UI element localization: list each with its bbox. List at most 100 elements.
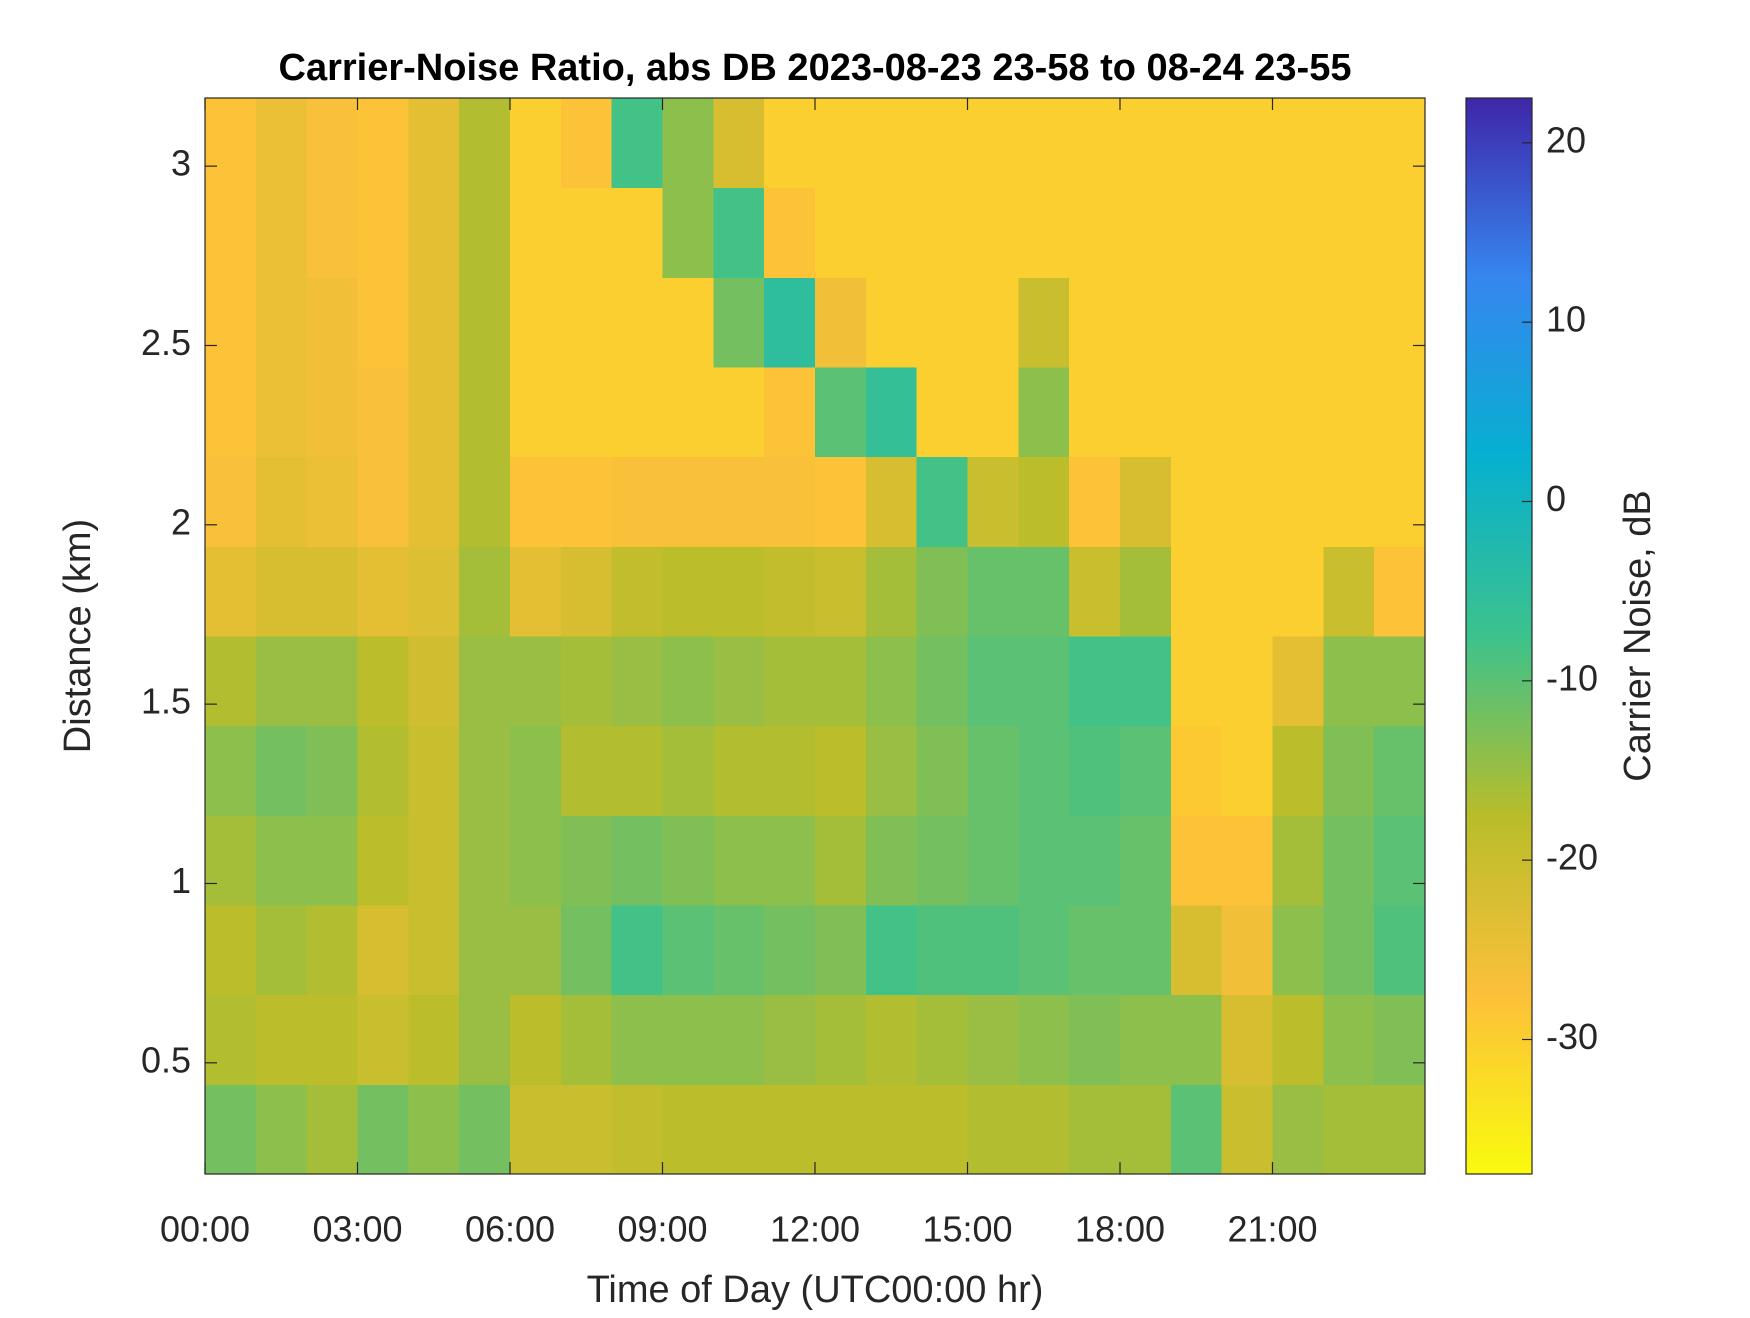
heatmap-cell bbox=[815, 98, 867, 189]
heatmap-cell bbox=[205, 277, 257, 368]
heatmap-cell bbox=[306, 1084, 358, 1175]
heatmap-cell bbox=[764, 994, 816, 1085]
heatmap-cell bbox=[357, 98, 409, 189]
heatmap-cell bbox=[560, 994, 613, 1085]
heatmap-cell bbox=[306, 994, 358, 1085]
heatmap-cell bbox=[815, 367, 867, 458]
heatmap-cell bbox=[611, 456, 663, 547]
heatmap-cell bbox=[1323, 905, 1375, 996]
heatmap-cell bbox=[1374, 815, 1426, 906]
heatmap-cell bbox=[1374, 187, 1426, 278]
heatmap-cell bbox=[611, 815, 663, 906]
heatmap-cell bbox=[459, 456, 511, 547]
heatmap-cell bbox=[1120, 187, 1172, 278]
y-tick-label: 2.5 bbox=[141, 322, 191, 363]
heatmap-cell bbox=[1170, 1084, 1223, 1175]
heatmap-cell bbox=[713, 994, 765, 1085]
heatmap-cell bbox=[1018, 277, 1070, 368]
heatmap-cell bbox=[459, 636, 511, 727]
heatmap-cell bbox=[459, 367, 511, 458]
heatmap-cell bbox=[1323, 994, 1375, 1085]
heatmap-cell bbox=[916, 994, 968, 1085]
heatmap-cell bbox=[510, 815, 562, 906]
heatmap-cell bbox=[560, 546, 613, 637]
heatmap-cell bbox=[408, 636, 460, 727]
heatmap-cell bbox=[510, 98, 562, 189]
x-tick-label: 00:00 bbox=[160, 1209, 250, 1250]
heatmap-cell bbox=[1018, 994, 1070, 1085]
heatmap-cell bbox=[1323, 456, 1375, 547]
heatmap-cell bbox=[357, 1084, 409, 1175]
colorbar-tick-label: 10 bbox=[1546, 299, 1586, 340]
heatmap-cell bbox=[916, 277, 968, 368]
heatmap-cell bbox=[560, 636, 613, 727]
heatmap-cell bbox=[408, 456, 460, 547]
heatmap-cell bbox=[1018, 636, 1070, 727]
heatmap-cell bbox=[815, 994, 867, 1085]
heatmap-cell bbox=[967, 905, 1019, 996]
heatmap-cell bbox=[1170, 725, 1223, 816]
heatmap-cell bbox=[967, 187, 1019, 278]
heatmap-cell bbox=[1018, 725, 1070, 816]
heatmap-cell bbox=[764, 1084, 816, 1175]
heatmap-cell bbox=[205, 187, 257, 278]
heatmap-cell bbox=[255, 367, 308, 458]
heatmap-cell bbox=[1221, 367, 1273, 458]
heatmap-cell bbox=[815, 456, 867, 547]
heatmap-cell bbox=[560, 456, 613, 547]
heatmap-cell bbox=[1374, 1084, 1426, 1175]
heatmap-cell bbox=[306, 98, 358, 189]
heatmap-cell bbox=[967, 456, 1019, 547]
heatmap-cell bbox=[611, 725, 663, 816]
x-tick-label: 03:00 bbox=[312, 1209, 402, 1250]
heatmap-cell bbox=[255, 636, 308, 727]
heatmap-cell bbox=[1170, 456, 1223, 547]
heatmap-cell bbox=[1120, 277, 1172, 368]
heatmap-cell bbox=[1374, 546, 1426, 637]
heatmap-cell bbox=[764, 725, 816, 816]
heatmap-cell bbox=[916, 98, 968, 189]
heatmap-cell bbox=[1170, 815, 1223, 906]
heatmap-cell bbox=[560, 815, 613, 906]
heatmap-cell bbox=[408, 98, 460, 189]
heatmap-cell bbox=[560, 187, 613, 278]
heatmap-cell bbox=[1221, 905, 1273, 996]
heatmap-cell bbox=[713, 456, 765, 547]
y-tick-label: 3 bbox=[171, 143, 191, 184]
heatmap-cell bbox=[1323, 277, 1375, 368]
heatmap-cell bbox=[916, 1084, 968, 1175]
heatmap-cell bbox=[306, 456, 358, 547]
heatmap-cell bbox=[764, 367, 816, 458]
heatmap-cell bbox=[916, 456, 968, 547]
colorbar-tick-label: 20 bbox=[1546, 119, 1586, 160]
heatmap-cell bbox=[1221, 1084, 1273, 1175]
y-tick-label: 1.5 bbox=[141, 681, 191, 722]
heatmap-cell bbox=[357, 815, 409, 906]
heatmap-cell bbox=[510, 367, 562, 458]
heatmap-cell bbox=[1272, 905, 1324, 996]
heatmap-cell bbox=[713, 367, 765, 458]
heatmap-cell bbox=[357, 905, 409, 996]
heatmap-cell bbox=[1018, 367, 1070, 458]
heatmap-cell bbox=[967, 367, 1019, 458]
heatmap-cell bbox=[1120, 994, 1172, 1085]
heatmap-cell bbox=[510, 636, 562, 727]
heatmap-cell bbox=[1221, 187, 1273, 278]
heatmap-cell bbox=[1221, 994, 1273, 1085]
x-tick-label: 06:00 bbox=[465, 1209, 555, 1250]
heatmap-cell bbox=[1323, 546, 1375, 637]
heatmap-cell bbox=[408, 905, 460, 996]
heatmap-cell bbox=[205, 994, 257, 1085]
heatmap-cell bbox=[306, 187, 358, 278]
heatmap-cell bbox=[1170, 187, 1223, 278]
chart-title: Carrier-Noise Ratio, abs DB 2023-08-23 2… bbox=[279, 47, 1352, 89]
heatmap-cell bbox=[713, 905, 765, 996]
heatmap-cell bbox=[967, 994, 1019, 1085]
heatmap-cell bbox=[865, 546, 918, 637]
heatmap-cell bbox=[1374, 905, 1426, 996]
heatmap-cell bbox=[1272, 725, 1324, 816]
x-tick-label: 09:00 bbox=[617, 1209, 707, 1250]
heatmap-cell bbox=[357, 636, 409, 727]
heatmap-cell bbox=[357, 456, 409, 547]
heatmap-cell bbox=[510, 277, 562, 368]
